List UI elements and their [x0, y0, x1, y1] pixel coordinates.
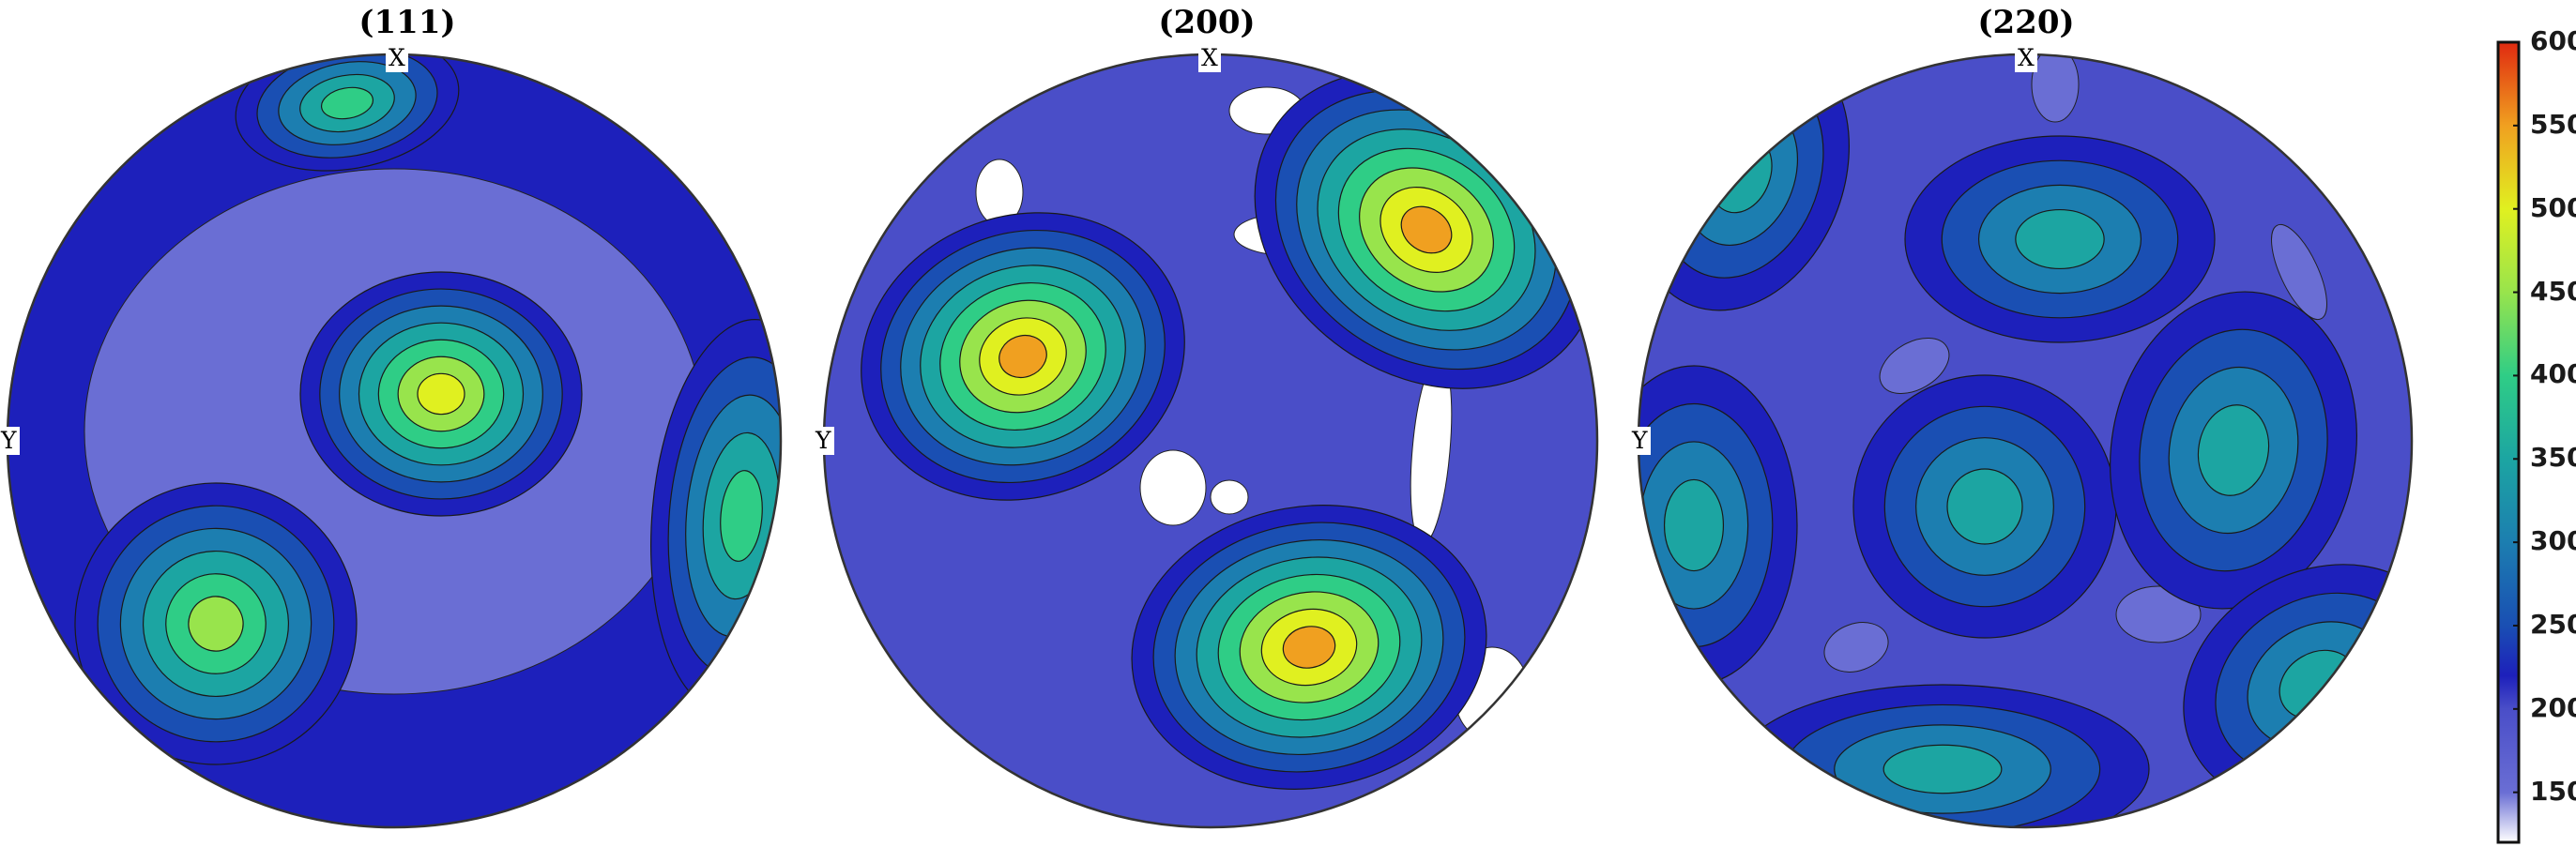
background-patch	[2115, 585, 2202, 643]
colorbar-tick-label: 500	[2530, 191, 2576, 223]
contour-level-500	[417, 372, 465, 416]
background-patch	[1210, 479, 1249, 515]
contour-level-550	[1282, 626, 1336, 669]
pole-figure-title-111: (111)	[358, 4, 456, 41]
background-patch	[1879, 338, 1950, 394]
colorbar-tick-label: 400	[2530, 358, 2576, 390]
contour-level-400	[320, 86, 374, 120]
x-axis-label-111: X	[386, 44, 408, 72]
y-axis-label-111: Y	[0, 427, 20, 455]
background-patch	[1139, 449, 1207, 526]
pole-figure-2	[1639, 54, 2412, 827]
pole-figure-0	[8, 54, 781, 827]
x-axis-label-200: X	[1198, 44, 1221, 72]
pole-figure-title-220: (220)	[1977, 4, 2075, 41]
contour-level-350	[1946, 468, 2023, 545]
contour-level-400	[720, 470, 763, 562]
background-patch	[1823, 622, 1889, 673]
y-axis-label-200: Y	[813, 427, 834, 455]
colorbar	[2496, 40, 2521, 844]
background-patch	[2271, 223, 2327, 321]
contour-level-350	[1882, 744, 2003, 794]
pole-figure-1	[824, 54, 1597, 827]
colorbar-tick-label: 550	[2530, 108, 2576, 140]
colorbar-tick-label: 450	[2530, 275, 2576, 307]
colorbar-tick-label: 200	[2530, 691, 2576, 723]
colorbar-tick-label: 600	[2530, 25, 2576, 56]
contour-level-450	[188, 596, 244, 652]
colorbar-tick-label: 150	[2530, 775, 2576, 807]
contour-level-350	[2015, 208, 2105, 270]
background-patch	[2031, 54, 2080, 123]
contour-level-550	[1400, 205, 1453, 254]
pole-figure-title-200: (200)	[1158, 4, 1256, 41]
contour-level-350	[1663, 478, 1725, 572]
contour-level-550	[998, 334, 1047, 379]
colorbar-tick-label: 300	[2530, 525, 2576, 557]
contour-level-350	[2197, 404, 2270, 496]
x-axis-label-220: X	[2015, 44, 2037, 72]
y-axis-label-220: Y	[1629, 427, 1651, 455]
colorbar-tick-label: 350	[2530, 442, 2576, 474]
colorbar-tick-label: 250	[2530, 608, 2576, 640]
